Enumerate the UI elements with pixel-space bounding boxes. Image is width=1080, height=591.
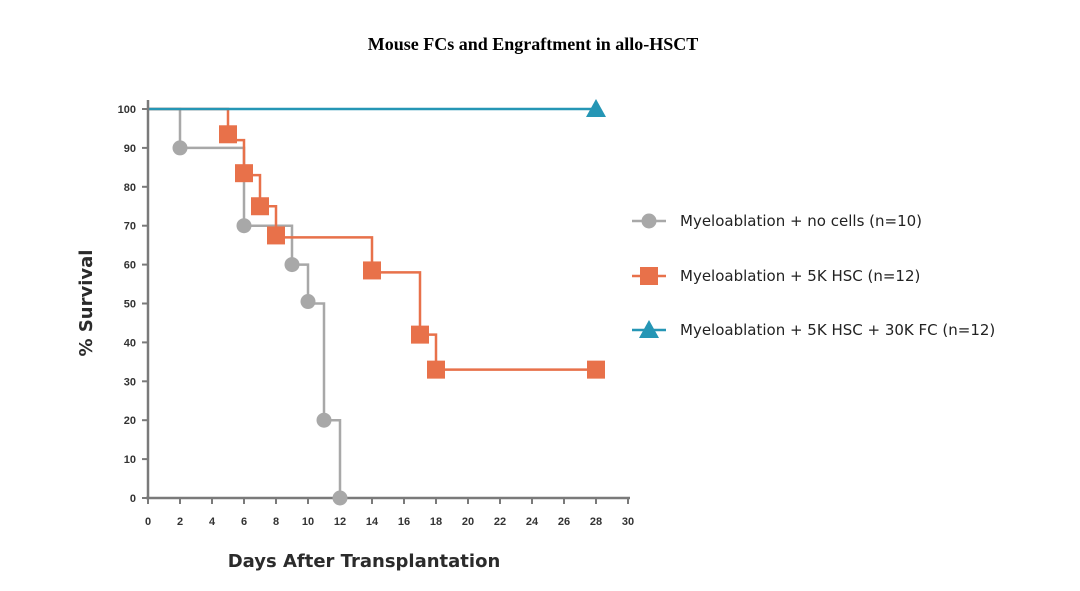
x-tick-label: 14	[366, 516, 379, 528]
data-point-1	[219, 125, 237, 144]
x-tick-label: 4	[209, 516, 216, 528]
x-tick-label: 22	[494, 516, 506, 528]
legend-marker-1	[640, 267, 658, 285]
legend-label-1: Myeloablation + 5K HSC (n=12)	[680, 267, 920, 285]
legend-label-0: Myeloablation + no cells (n=10)	[680, 212, 922, 230]
x-tick-label: 24	[526, 516, 539, 528]
data-point-1	[411, 325, 429, 344]
data-point-1	[251, 197, 269, 216]
series-layer	[148, 107, 596, 498]
y-tick-label: 20	[124, 415, 136, 427]
y-tick-label: 90	[124, 143, 136, 155]
x-tick-label: 30	[622, 516, 634, 528]
x-tick-label: 16	[398, 516, 410, 528]
x-tick-label: 18	[430, 516, 442, 528]
y-tick-label: 70	[124, 221, 136, 233]
data-point-1	[267, 226, 285, 245]
x-axis-title: Days After Transplantation	[228, 551, 501, 572]
x-tick-label: 26	[558, 516, 570, 528]
x-tick-label: 28	[590, 516, 602, 528]
legend-marker-0	[641, 213, 657, 229]
data-point-0	[236, 218, 252, 234]
legend: Myeloablation + no cells (n=10) Myeloabla…	[632, 212, 995, 339]
x-tick-label: 0	[145, 516, 151, 528]
axes	[146, 100, 630, 500]
y-tick-label: 40	[124, 337, 136, 349]
data-point-0	[284, 257, 300, 273]
y-tick-label: 50	[124, 299, 136, 311]
legend-marker-2	[639, 320, 659, 338]
y-axis-title: % Survival	[76, 250, 97, 357]
x-tick-label: 10	[302, 516, 314, 528]
data-point-0	[300, 294, 316, 310]
data-point-1	[235, 164, 253, 183]
x-tick-label: 20	[462, 516, 474, 528]
y-tick-label: 10	[124, 454, 136, 466]
data-point-0	[332, 490, 348, 506]
data-point-0	[316, 412, 332, 428]
y-tick-label: 60	[124, 260, 136, 272]
chart-title: Mouse FCs and Engraftment in allo-HSCT	[368, 34, 699, 54]
y-tick-label: 80	[124, 182, 136, 194]
y-tick-label: 0	[130, 493, 136, 505]
data-point-2	[586, 99, 606, 117]
y-tick-label: 30	[124, 376, 136, 388]
x-tick-label: 6	[241, 516, 247, 528]
x-tick-label: 8	[273, 516, 279, 528]
y-tick-label: 100	[118, 104, 136, 116]
data-point-1	[427, 360, 445, 379]
data-point-0	[172, 140, 188, 156]
data-point-1	[363, 261, 381, 280]
ticks: 0 2 4 6 8 10 12 14 16 18 20 22 24 26 28 300102030405060…	[118, 104, 634, 528]
markers-layer	[172, 99, 606, 506]
data-point-1	[587, 360, 605, 379]
x-tick-label: 12	[334, 516, 346, 528]
x-tick-label: 2	[177, 516, 183, 528]
legend-label-2: Myeloablation + 5K HSC + 30K FC (n=12)	[680, 321, 995, 339]
